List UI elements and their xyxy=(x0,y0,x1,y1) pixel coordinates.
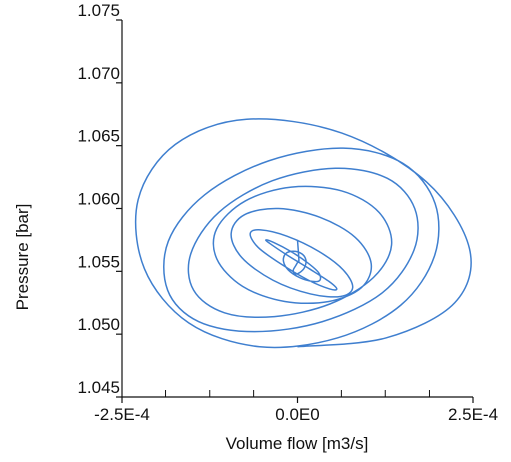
y-tick-label: 1.060 xyxy=(77,190,120,209)
plot-area xyxy=(121,20,473,398)
x-tick-label: 2.5E-4 xyxy=(448,405,498,424)
y-tick-label: 1.045 xyxy=(77,378,120,397)
y-axis-title: Pressure [bar] xyxy=(13,204,32,311)
x-tick-label: -2.5E-4 xyxy=(94,405,150,424)
series-group xyxy=(134,118,472,349)
y-tick-label: 1.070 xyxy=(77,64,120,83)
axis-ticks xyxy=(116,19,474,403)
y-tick-label: 1.055 xyxy=(77,252,120,271)
tick-labels: 1.045 1.050 1.055 1.060 1.065 1.070 1.075 -2.5E… xyxy=(77,1,498,424)
series-line xyxy=(134,118,472,349)
x-axis-title: Volume flow [m3/s] xyxy=(226,434,369,453)
y-tick-label: 1.075 xyxy=(77,1,120,20)
y-tick-label: 1.050 xyxy=(77,315,120,334)
x-tick-label: 0.0E0 xyxy=(275,405,319,424)
y-tick-label: 1.065 xyxy=(77,127,120,146)
